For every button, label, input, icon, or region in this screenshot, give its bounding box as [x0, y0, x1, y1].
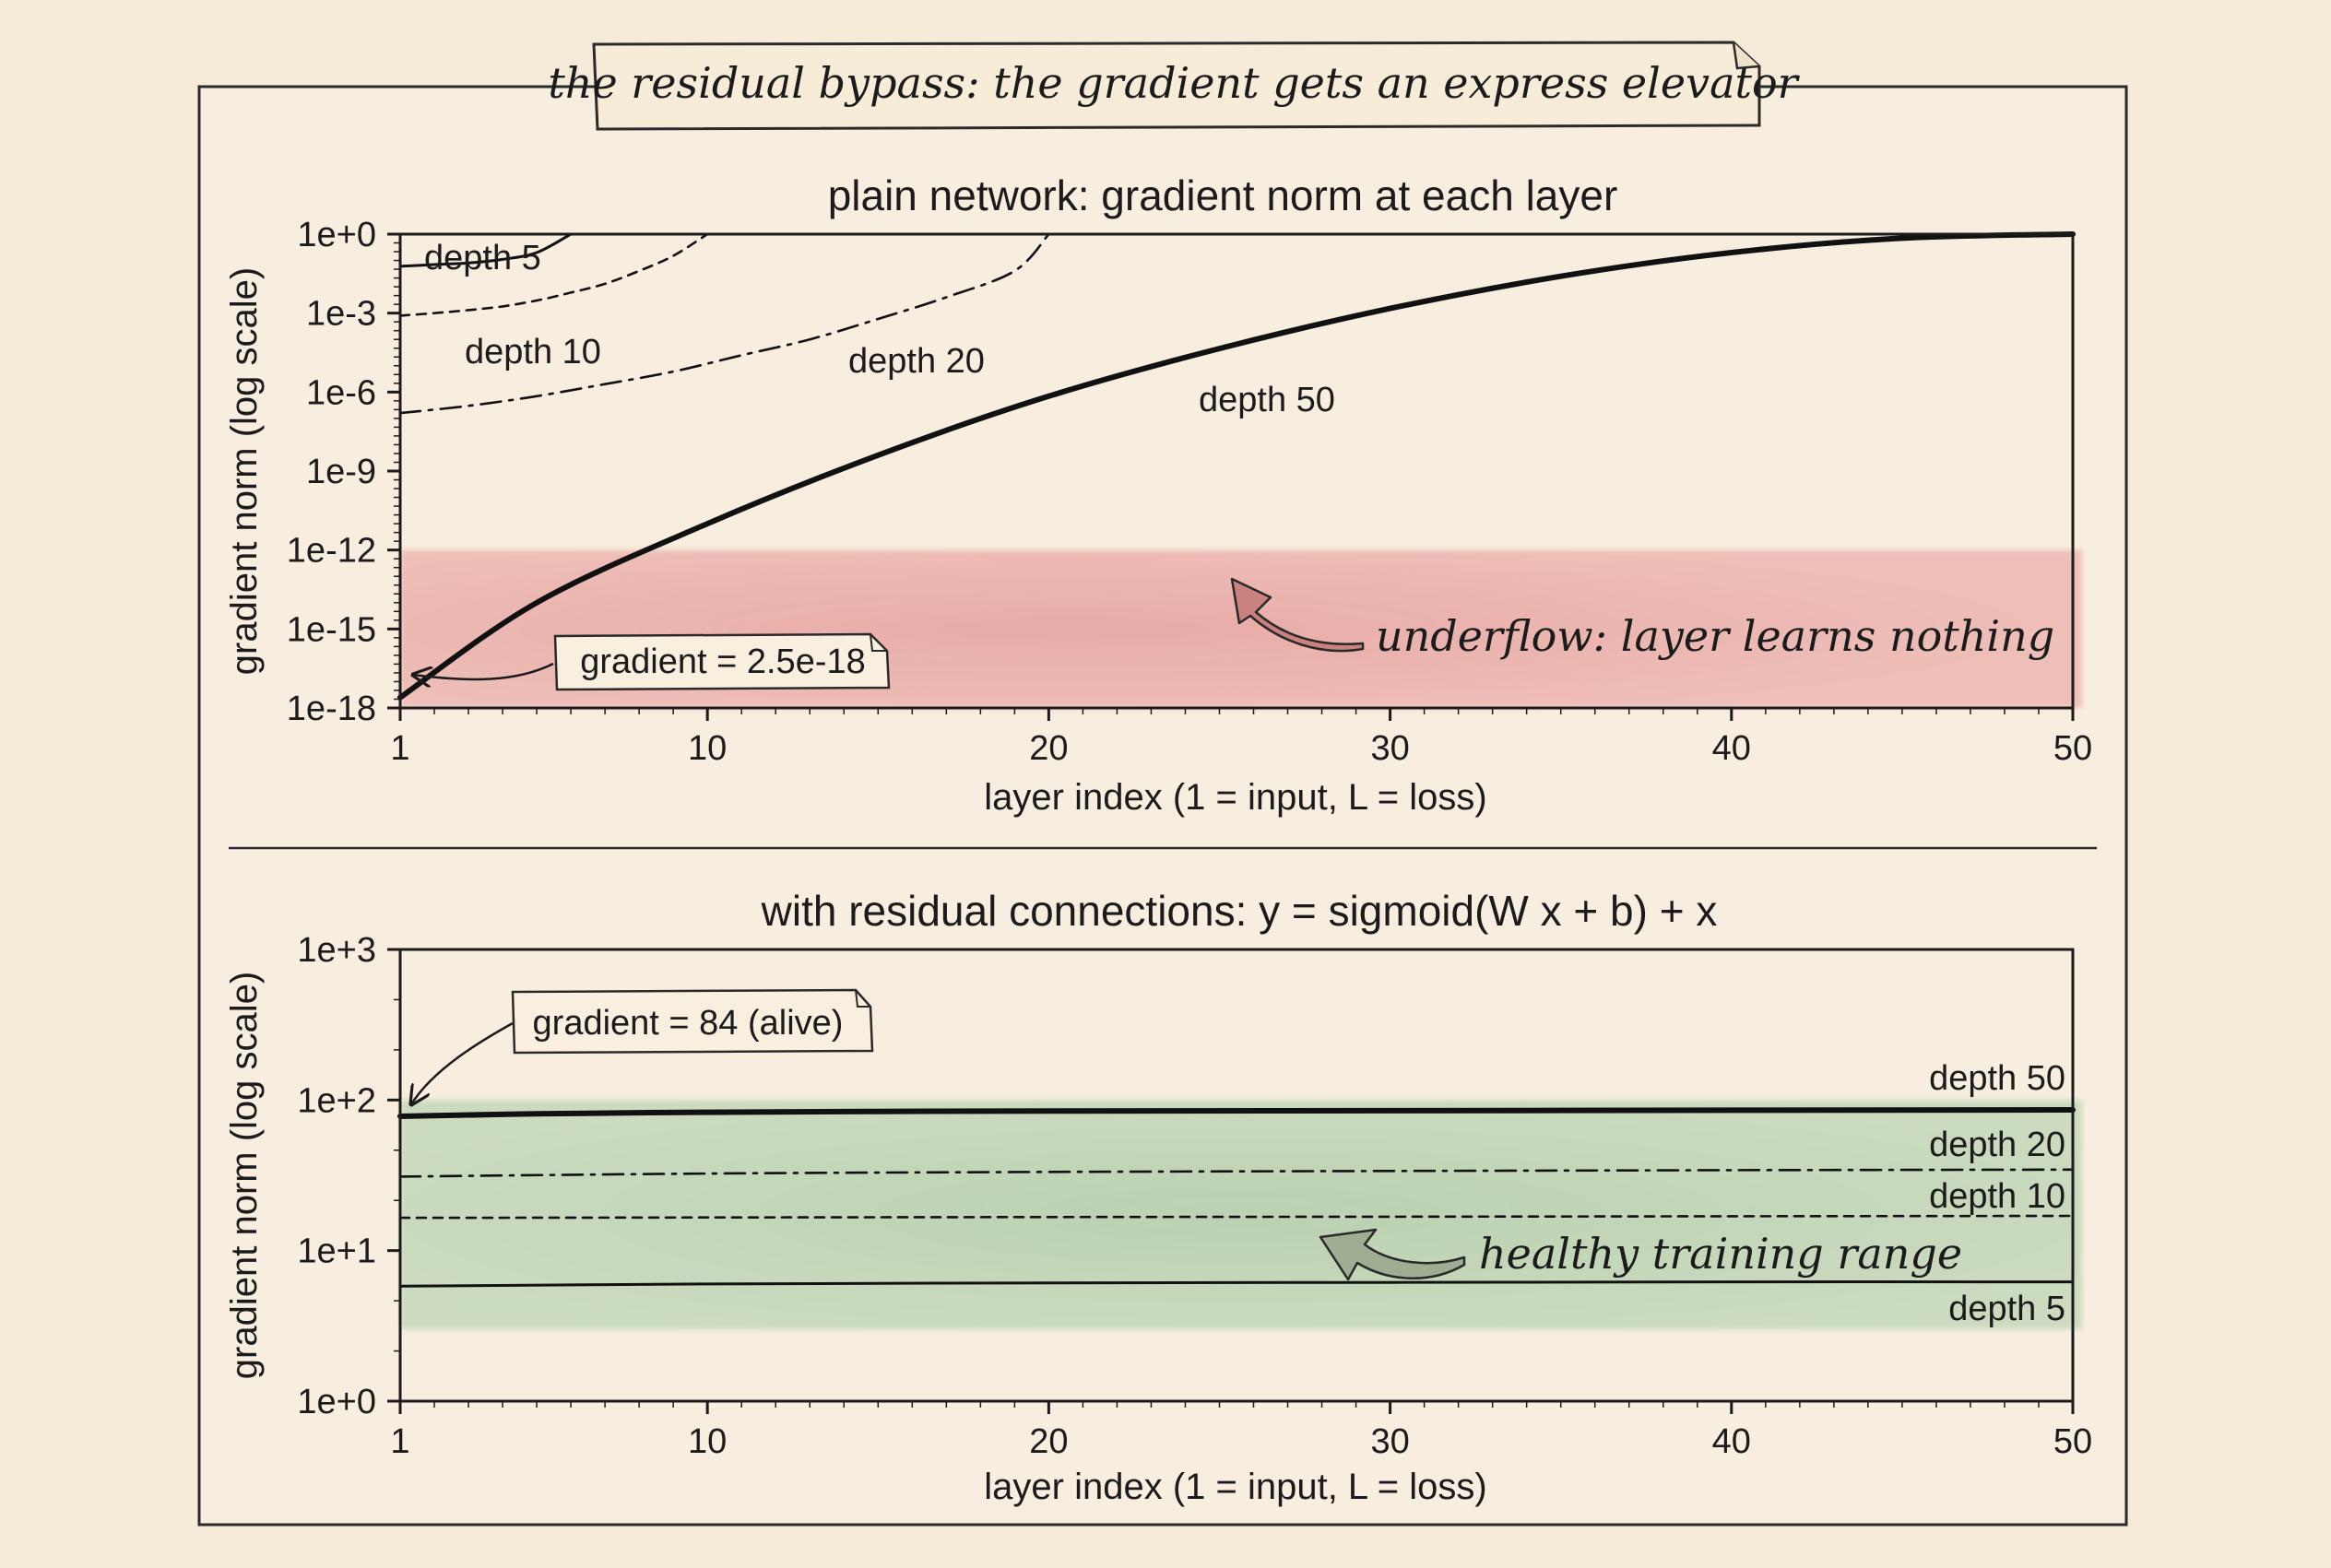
healthy-arrow [1319, 1228, 1466, 1281]
x-tick-label: 40 [1712, 729, 1751, 768]
series-line-depth-20 [398, 1168, 2075, 1178]
callout-fold [870, 633, 887, 652]
callout-box [511, 988, 874, 1055]
series-line-depth-10 [398, 1214, 2075, 1220]
y-tick-label: 1e+0 [297, 216, 376, 254]
panel-residual: with residual connections: y = sigmoid(W… [224, 887, 2092, 1507]
x-tick-label: 10 [688, 729, 727, 768]
y-tick-label: 1e-18 [287, 690, 376, 728]
series-label-depth-10: depth 10 [1929, 1177, 2065, 1216]
axis-ticks: 1 10 20 30 40 50 1e+0 1e+1 1e+2 1e+3 [297, 931, 2092, 1461]
series-label-depth-50: depth 50 [1929, 1059, 2065, 1098]
series-group [397, 231, 2076, 701]
series-label-depth-50: depth 50 [1199, 381, 1335, 419]
panel-plain-network: plain network: gradient norm at each lay… [224, 171, 2092, 818]
banner-text: the residual bypass: the gradient gets a… [548, 58, 1800, 108]
x-tick-label: 50 [2053, 729, 2092, 768]
bands [400, 1100, 2082, 1330]
y-tick-label: 1e-15 [287, 610, 376, 649]
callout-box [553, 632, 891, 691]
annotation-gradient-alive: gradient = 84 (alive) [411, 988, 874, 1104]
x-tick-label: 1 [390, 1422, 409, 1461]
series-label-depth-5: depth 5 [1948, 1290, 2065, 1328]
y-tick-label: 1e-3 [306, 295, 376, 334]
series-line-depth-5 [398, 1280, 2075, 1288]
axis-ticks: 1 10 20 30 40 50 1e-18 1e-15 1e-12 1e-9 1e-6 1e-3 1e… [287, 216, 2092, 768]
plot-frame [398, 948, 2075, 1403]
x-tick-label: 10 [688, 1422, 727, 1461]
y-tick-label: 1e+2 [297, 1081, 376, 1120]
series-group [397, 1107, 2076, 1288]
series-label-depth-20: depth 20 [848, 342, 985, 381]
y-tick-label: 1e+1 [297, 1232, 376, 1271]
callout-fold [855, 989, 870, 1008]
y-tick-label: 1e-9 [306, 453, 376, 491]
x-tick-label: 20 [1029, 729, 1068, 768]
band-label-underflow: underflow: layer learns nothing [1376, 611, 2054, 661]
x-tick-label: 1 [390, 729, 409, 768]
x-axis-title: layer index (1 = input, L = loss) [984, 777, 1486, 818]
callout-arrow [411, 1021, 514, 1104]
band-label-healthy: healthy training range [1479, 1229, 1962, 1279]
banner-fold [1732, 41, 1760, 70]
series-line-depth-10 [398, 232, 709, 317]
underflow-arrow [1230, 577, 1365, 653]
band-healthy-training-range [400, 1100, 2082, 1330]
x-axis-title: layer index (1 = input, L = loss) [984, 1467, 1486, 1507]
series-line-depth-5 [398, 232, 573, 268]
banner-paper [592, 41, 1761, 131]
series-line-depth-50 [397, 1107, 2076, 1119]
annotation-text: gradient = 84 (alive) [533, 1004, 844, 1043]
banner: the residual bypass: the gradient gets a… [548, 41, 1801, 131]
y-tick-label: 1e+3 [297, 931, 376, 970]
x-tick-label: 50 [2053, 1422, 2092, 1461]
panel-title: with residual connections: y = sigmoid(W… [761, 887, 1718, 935]
x-tick-label: 20 [1029, 1422, 1068, 1461]
annotation-text: gradient = 2.5e-18 [580, 643, 866, 681]
y-tick-label: 1e+0 [297, 1383, 376, 1421]
y-axis-title: gradient norm (log scale) [224, 972, 265, 1379]
y-tick-label: 1e-12 [287, 532, 376, 571]
series-label-depth-5: depth 5 [424, 239, 541, 277]
series-label-depth-10: depth 10 [465, 333, 601, 371]
y-tick-label: 1e-6 [306, 373, 376, 412]
callout-arrow [413, 662, 554, 679]
panel-title: plain network: gradient norm at each lay… [828, 171, 1618, 219]
x-tick-label: 30 [1370, 1422, 1409, 1461]
annotation-gradient-min: gradient = 2.5e-18 [413, 632, 891, 691]
x-tick-label: 40 [1712, 1422, 1751, 1461]
series-line-depth-20 [398, 232, 1050, 415]
series-label-depth-20: depth 20 [1929, 1126, 2065, 1164]
x-tick-label: 30 [1370, 729, 1409, 768]
y-axis-title: gradient norm (log scale) [224, 267, 265, 675]
series-line-depth-50 [397, 231, 2076, 701]
